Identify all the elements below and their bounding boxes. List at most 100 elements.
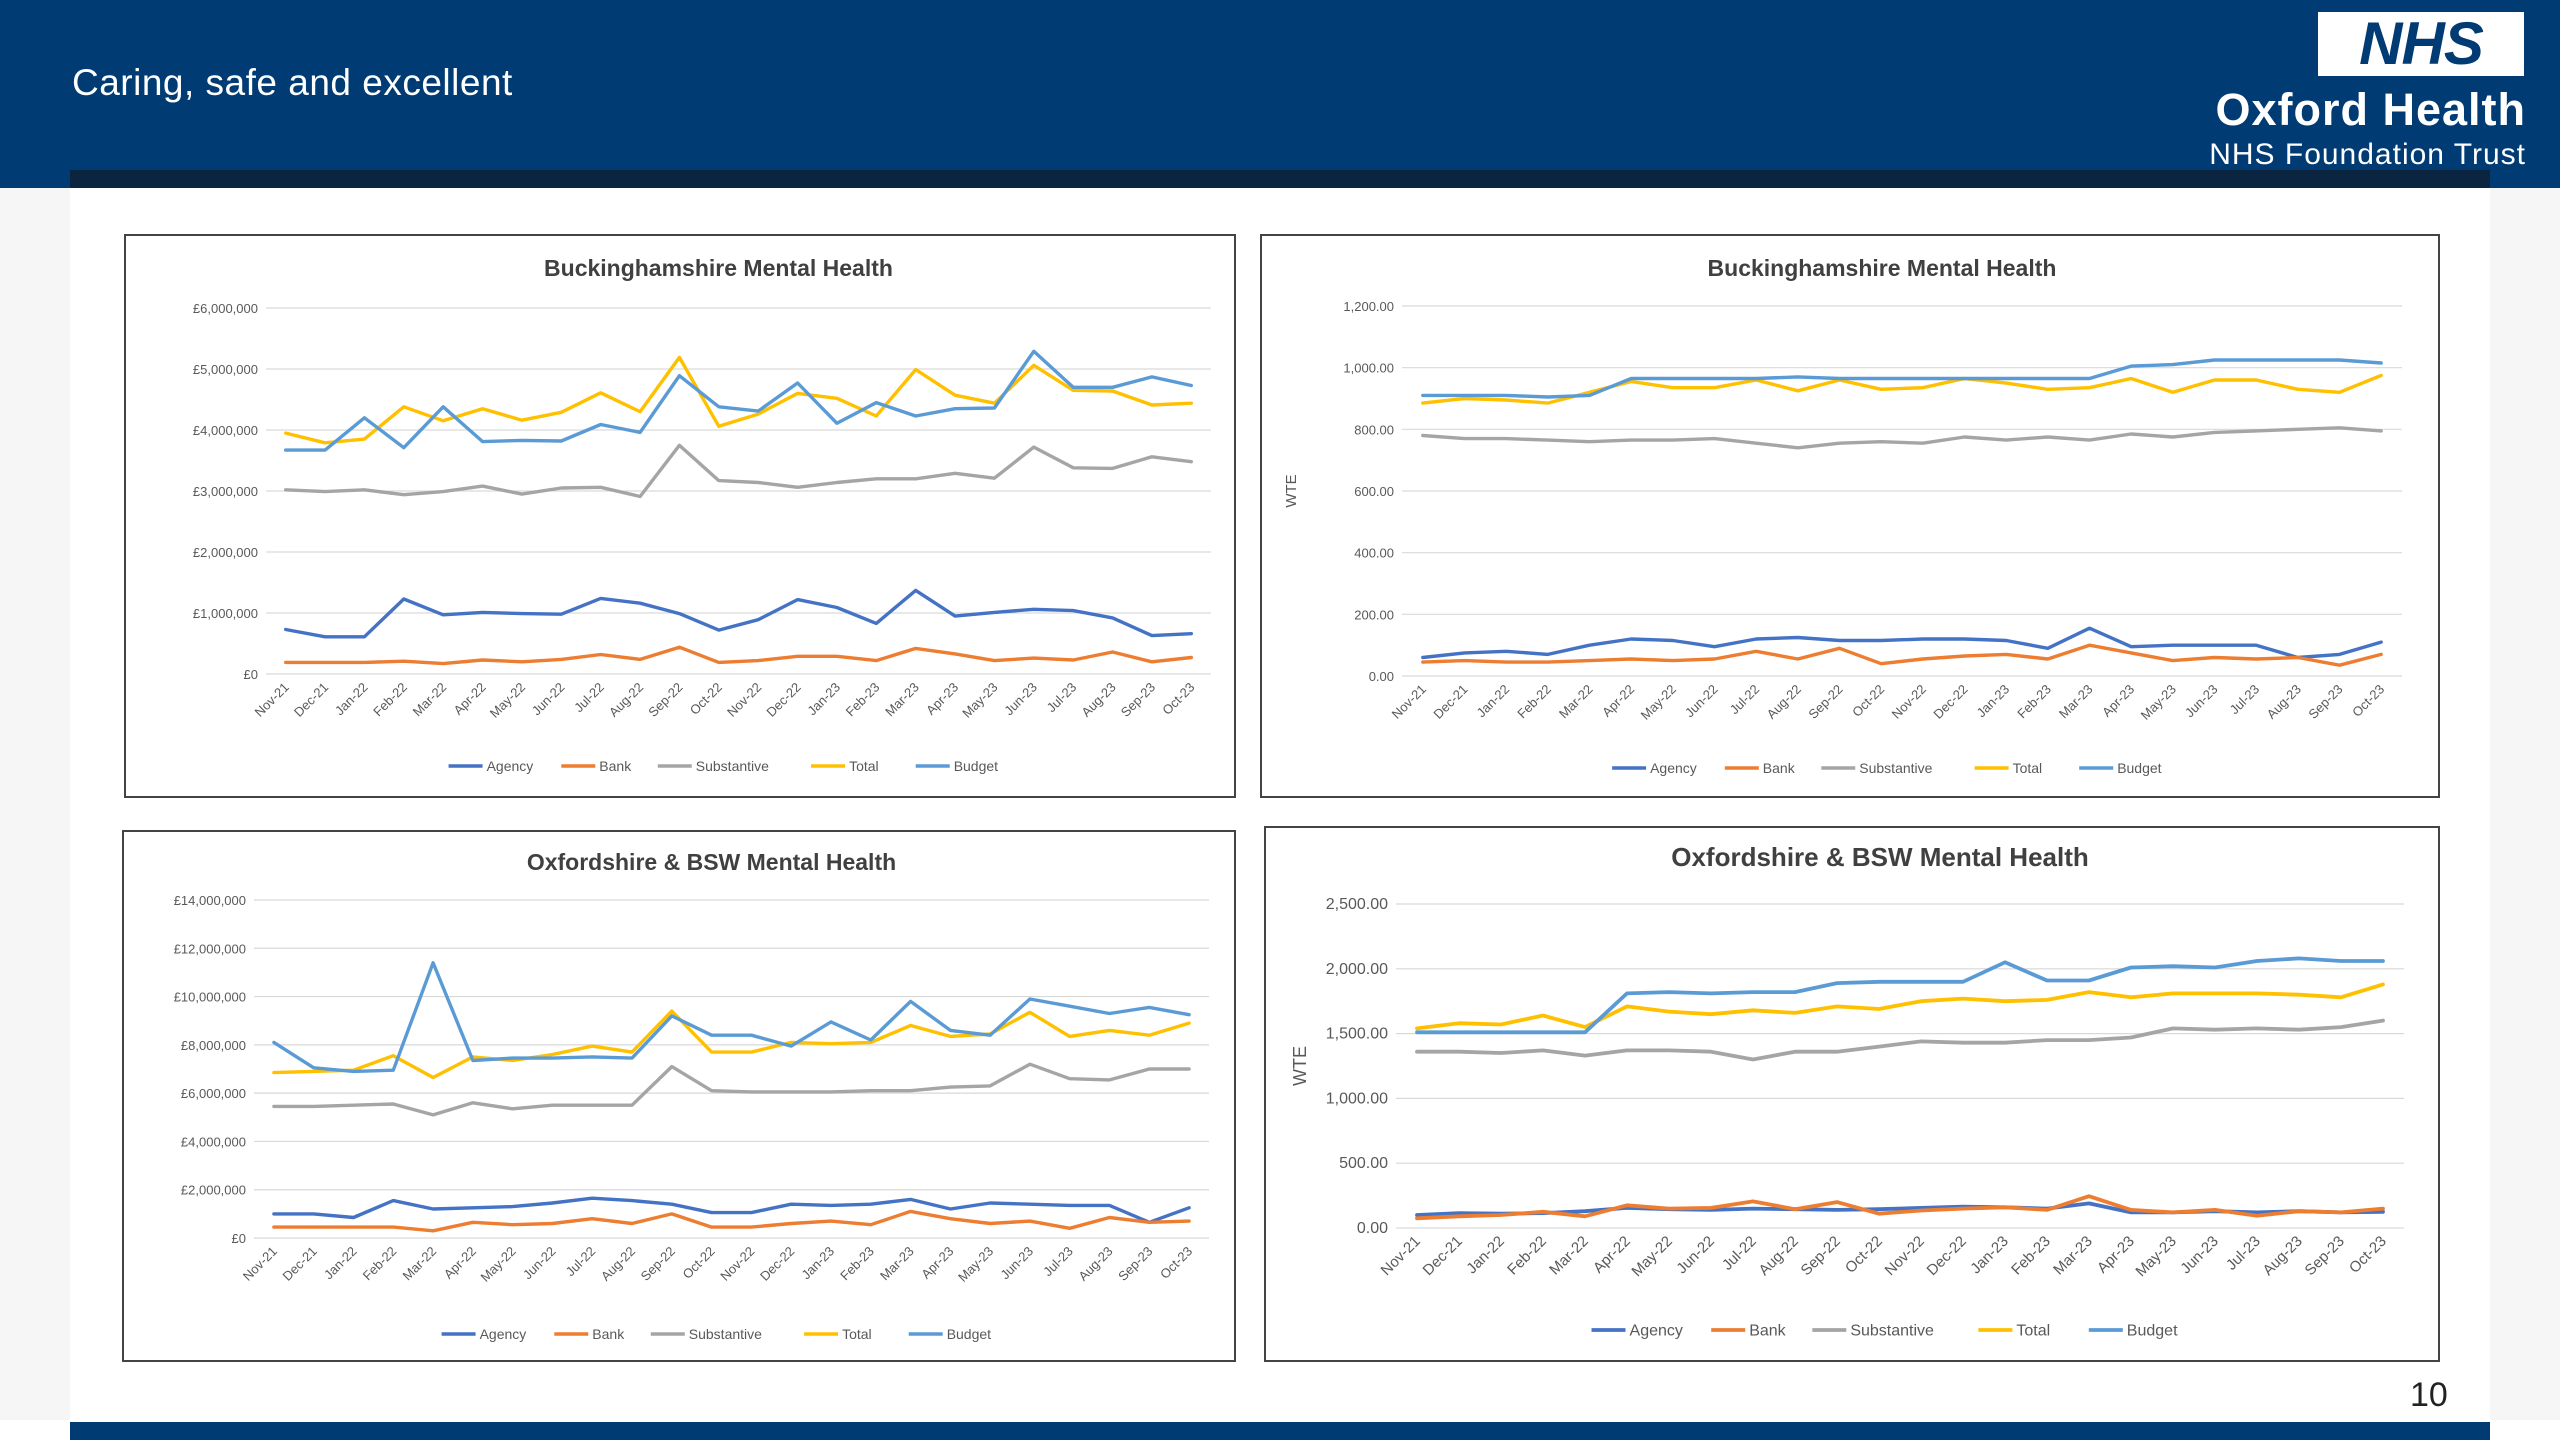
x-tick-label: Apr-22 bbox=[441, 1244, 479, 1282]
x-tick-label: May-22 bbox=[1628, 1233, 1675, 1280]
legend-label: Substantive bbox=[1850, 1323, 1934, 1340]
legend-label: Substantive bbox=[696, 758, 769, 774]
chart-oxfordshire-wte: Oxfordshire & BSW Mental Health 0.00 500.0… bbox=[1264, 826, 2440, 1362]
legend-label: Bank bbox=[592, 1326, 625, 1342]
x-tick-label: Apr-22 bbox=[1590, 1233, 1634, 1277]
x-tick-label: Sep-23 bbox=[2302, 1233, 2348, 1279]
x-tick-label: Sep-23 bbox=[1115, 1244, 1155, 1284]
x-tick-label: Jun-23 bbox=[2182, 682, 2221, 721]
x-tick-label: Oct-23 bbox=[2346, 1233, 2390, 1277]
x-tick-label: Dec-21 bbox=[1420, 1233, 1466, 1279]
x-tick-label: May-22 bbox=[1638, 682, 1679, 723]
x-tick-label: Sep-22 bbox=[645, 680, 685, 720]
y-tick-label: 0.00 bbox=[1357, 1220, 1388, 1237]
legend-label: Agency bbox=[487, 758, 534, 774]
x-tick-label: Jul-23 bbox=[2223, 1233, 2264, 1274]
x-tick-label: Sep-22 bbox=[1798, 1233, 1844, 1279]
series-line-agency bbox=[272, 1196, 1191, 1224]
x-tick-label: Feb-23 bbox=[2008, 1233, 2054, 1279]
chart-buckinghamshire-cost: Buckinghamshire Mental Health £0 £1,000,00… bbox=[124, 234, 1236, 798]
y-tick-label: 200.00 bbox=[1354, 607, 1394, 622]
x-tick-label: Oct-23 bbox=[1157, 1244, 1195, 1282]
y-tick-label: £0 bbox=[232, 1231, 246, 1246]
chart-title: Buckinghamshire Mental Health bbox=[1708, 255, 2057, 281]
x-tick-label: Mar-23 bbox=[2056, 682, 2096, 722]
x-tick-label: Nov-22 bbox=[724, 680, 764, 720]
x-tick-label: Jun-23 bbox=[1001, 680, 1040, 719]
series-line-total bbox=[283, 355, 1194, 445]
x-tick-label: Jun-22 bbox=[529, 680, 568, 719]
x-tick-label: Apr-22 bbox=[1599, 682, 1637, 720]
x-tick-label: Feb-22 bbox=[1504, 1233, 1550, 1279]
x-tick-label: Jul-23 bbox=[1044, 680, 1080, 716]
legend-label: Total bbox=[2013, 760, 2043, 776]
right-margin bbox=[2490, 188, 2560, 1420]
legend-label: Substantive bbox=[1859, 760, 1932, 776]
x-tick-label: Mar-23 bbox=[2050, 1233, 2096, 1279]
x-tick-label: Jan-23 bbox=[804, 680, 843, 719]
legend-label: Agency bbox=[1630, 1323, 1683, 1340]
legend-label: Bank bbox=[1763, 760, 1796, 776]
org-subtitle: NHS Foundation Trust bbox=[2209, 138, 2526, 171]
y-tick-label: £6,000,000 bbox=[181, 1086, 246, 1101]
x-tick-label: Jan-22 bbox=[332, 680, 371, 719]
x-tick-label: Oct-22 bbox=[1842, 1233, 1886, 1277]
x-tick-label: Nov-21 bbox=[240, 1244, 280, 1284]
x-tick-label: Dec-21 bbox=[1430, 682, 1470, 722]
x-tick-label: Oct-23 bbox=[2349, 682, 2387, 720]
legend-label: Total bbox=[849, 758, 879, 774]
x-tick-label: Nov-21 bbox=[1378, 1233, 1424, 1279]
y-tick-label: £12,000,000 bbox=[174, 941, 246, 956]
chart-title: Oxfordshire & BSW Mental Health bbox=[1671, 842, 2089, 872]
x-tick-label: Aug-23 bbox=[2264, 682, 2304, 722]
legend-label: Agency bbox=[480, 1326, 527, 1342]
x-tick-label: Nov-22 bbox=[1889, 682, 1929, 722]
header-divider bbox=[70, 170, 2490, 188]
y-tick-label: 400.00 bbox=[1354, 546, 1394, 561]
y-tick-label: £0 bbox=[244, 667, 258, 682]
x-tick-label: Apr-23 bbox=[2099, 682, 2137, 720]
x-tick-label: Feb-22 bbox=[1514, 682, 1554, 722]
x-tick-label: Apr-22 bbox=[450, 680, 488, 718]
series-line-bank bbox=[1421, 643, 2383, 667]
series-line-budget bbox=[1415, 956, 2385, 1035]
y-tick-label: £3,000,000 bbox=[193, 484, 258, 499]
legend-label: Total bbox=[842, 1326, 872, 1342]
legend-label: Budget bbox=[2127, 1323, 2178, 1340]
x-tick-label: May-23 bbox=[2132, 1233, 2179, 1280]
x-tick-label: Sep-22 bbox=[638, 1244, 678, 1284]
x-tick-label: Dec-21 bbox=[291, 680, 331, 720]
x-tick-label: Oct-22 bbox=[680, 1244, 718, 1282]
chart-title: Buckinghamshire Mental Health bbox=[544, 255, 893, 281]
x-tick-label: Nov-22 bbox=[1882, 1233, 1928, 1279]
tagline: Caring, safe and excellent bbox=[72, 62, 513, 103]
legend-label: Agency bbox=[1650, 760, 1697, 776]
x-tick-label: Aug-23 bbox=[1075, 1244, 1115, 1284]
footer-bar bbox=[70, 1422, 2490, 1440]
x-tick-label: Aug-22 bbox=[598, 1244, 638, 1284]
chart-svg: Buckinghamshire Mental Health 0.00 200.00 4… bbox=[1283, 255, 2402, 776]
x-tick-label: Jul-22 bbox=[571, 680, 607, 716]
x-tick-label: Jan-23 bbox=[1967, 1233, 2011, 1277]
series-line-agency bbox=[1421, 626, 2383, 660]
legend-label: Total bbox=[2016, 1323, 2050, 1340]
x-tick-label: Jul-23 bbox=[2227, 682, 2263, 718]
y-tick-label: 600.00 bbox=[1354, 484, 1394, 499]
x-tick-label: Feb-23 bbox=[837, 1244, 877, 1284]
series-line-bank bbox=[1415, 1194, 2385, 1221]
x-tick-label: Apr-23 bbox=[2094, 1233, 2138, 1277]
x-tick-label: Feb-22 bbox=[370, 680, 410, 720]
x-tick-label: Jul-22 bbox=[1719, 1233, 1760, 1274]
y-tick-label: 1,200.00 bbox=[1343, 299, 1394, 314]
x-tick-label: Sep-23 bbox=[2305, 682, 2345, 722]
y-tick-label: £8,000,000 bbox=[181, 1038, 246, 1053]
x-tick-label: Aug-22 bbox=[1756, 1233, 1802, 1279]
x-tick-label: Jan-22 bbox=[321, 1244, 360, 1283]
series-line-substantive bbox=[1421, 426, 2383, 450]
legend-label: Substantive bbox=[689, 1326, 762, 1342]
org-name: Oxford Health bbox=[2215, 84, 2526, 135]
y-tick-label: 0.00 bbox=[1369, 669, 1394, 684]
y-tick-label: £4,000,000 bbox=[193, 423, 258, 438]
chart-buckinghamshire-wte: Buckinghamshire Mental Health 0.00 200.00 4… bbox=[1260, 234, 2440, 798]
x-tick-label: Feb-23 bbox=[2014, 682, 2054, 722]
